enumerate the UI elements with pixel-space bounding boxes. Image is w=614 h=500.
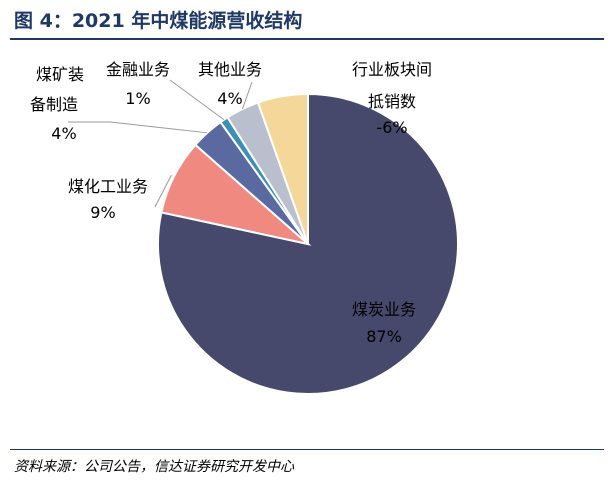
slice-label-value-3: 1% [125, 89, 150, 108]
leader-lines [68, 79, 253, 208]
pie-slices [157, 92, 459, 395]
slice-label-value-5: -6% [376, 118, 407, 137]
slice-label-name-2-line1: 煤矿装 [36, 65, 84, 84]
slice-label-name-4: 其他业务 [198, 60, 262, 79]
slice-label-name-0: 煤炭业务 [352, 300, 416, 319]
pie-slice-0 [157, 92, 459, 395]
slice-label-name-5-line2: 抵销数 [368, 92, 416, 111]
slice-label-name-1: 煤化工业务 [68, 177, 148, 196]
slice-label-value-1: 9% [90, 203, 115, 222]
slice-label-value-0: 87% [366, 327, 402, 346]
slice-label-value-4: 4% [217, 89, 242, 108]
slice-label-name-5-line1: 行业板块间 [352, 60, 432, 79]
source-note: 资料来源：公司公告，信达证券研究开发中心 [14, 459, 294, 475]
leader-line-1 [154, 174, 172, 208]
slice-label-name-2-line2: 备制造 [30, 95, 78, 114]
slice-label-name-3: 金融业务 [106, 60, 170, 79]
leader-line-3 [169, 79, 225, 121]
title-rule [10, 38, 604, 40]
pie-slice-5 [256, 92, 309, 245]
figure-title: 图 4：2021 年中煤能源营收结构 [14, 10, 303, 32]
source-rule [10, 449, 604, 450]
slice-label-value-2: 4% [51, 124, 76, 143]
leader-line-2 [68, 121, 208, 134]
leader-line-4 [241, 81, 253, 110]
